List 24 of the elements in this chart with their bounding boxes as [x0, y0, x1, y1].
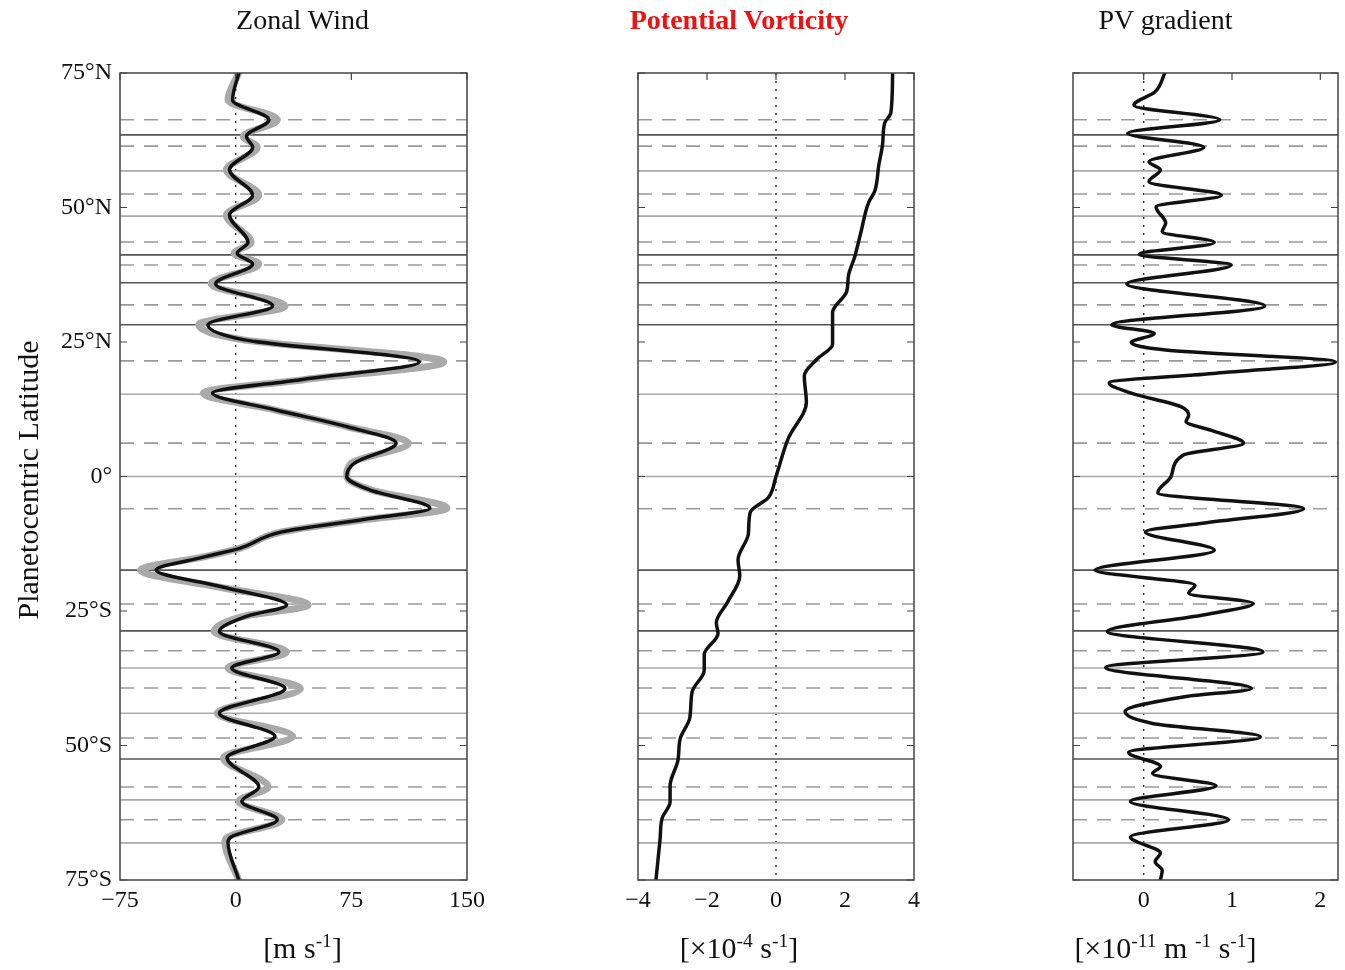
y-tick-label: 0°: [90, 461, 112, 488]
x-tick-label: −2: [694, 885, 720, 912]
y-axis-title: Planetocentric Latitude: [11, 340, 45, 620]
x-axis-title: [×10$^{-11}$ m $^{-1}$ s$^{-1}$]: [1073, 930, 1258, 965]
y-tick-label: 25°N: [61, 327, 112, 354]
y-tick-label: 25°S: [65, 596, 112, 623]
x-tick-label: 4: [908, 885, 920, 912]
chart-title: Potential Vorticity: [628, 4, 850, 36]
chart-title: Zonal Wind: [235, 4, 370, 36]
x-tick-label: 2: [839, 885, 851, 912]
x-axis-title: [m s$^{-1}$]: [262, 930, 343, 965]
x-tick-label: 0: [1137, 885, 1150, 912]
x-tick-label: 2: [1314, 885, 1327, 912]
y-tick-label: 50°S: [65, 730, 112, 757]
x-tick-label: 0: [770, 885, 782, 912]
y-tick-label: 75°N: [61, 58, 112, 85]
x-tick-label: 1: [1226, 885, 1238, 912]
x-tick-label: 0: [229, 885, 242, 912]
x-tick-label: 150: [449, 885, 485, 912]
y-tick-label: 50°N: [61, 192, 112, 219]
x-tick-label: 75: [339, 885, 364, 912]
x-axis-title: [×10$^{-4}$ s$^{-1}$]: [678, 930, 800, 965]
x-tick-label: −4: [625, 885, 651, 912]
chart-title: PV gradient: [1097, 4, 1234, 36]
